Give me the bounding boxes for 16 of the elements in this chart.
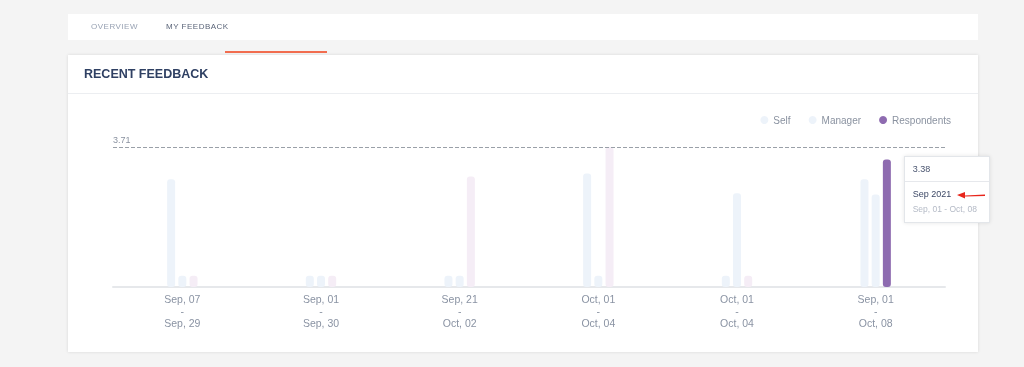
legend-label: Manager bbox=[821, 114, 862, 126]
legend-label: Respondents bbox=[892, 114, 952, 126]
text: 3.71 bbox=[113, 134, 131, 145]
x-tick-label: Sep, 01 - Sep, 30 bbox=[302, 293, 340, 329]
annotation: Sep 2021 bbox=[911, 187, 953, 201]
text: MY FEEDBACK bbox=[166, 22, 229, 31]
chart-title: RECENT FEEDBACK bbox=[84, 67, 209, 81]
annotation: 3.38 bbox=[904, 156, 989, 182]
x-tick-label: Sep, 07 - Sep, 29 bbox=[164, 293, 201, 329]
legend-label: Self bbox=[773, 114, 791, 126]
x-tick-label: Sep, 21 - Oct, 02 bbox=[441, 293, 478, 329]
x-tick-label: Oct, 01 - Oct, 04 bbox=[581, 293, 616, 329]
x-tick-label: Sep, 01 - Oct, 08 bbox=[857, 293, 894, 329]
text: OVERVIEW bbox=[91, 22, 138, 31]
x-tick-label: Oct, 01 - Oct, 04 bbox=[720, 293, 755, 329]
annotation: Sep, 01 - Oct, 08 bbox=[911, 202, 978, 216]
